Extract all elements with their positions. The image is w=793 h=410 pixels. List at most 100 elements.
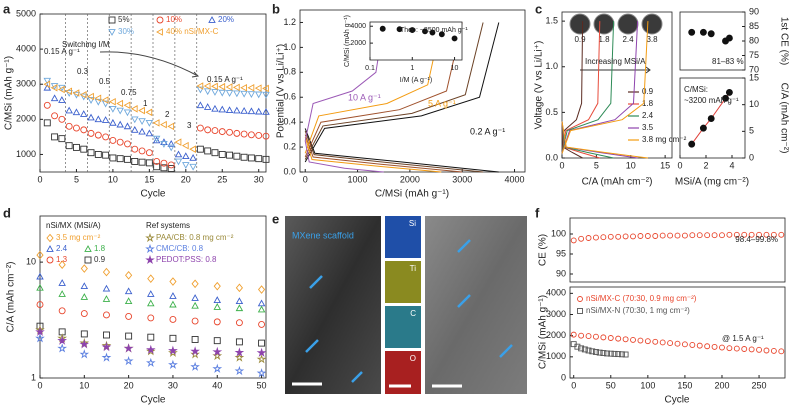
marker (770, 231, 777, 238)
marker (226, 151, 233, 159)
marker (36, 283, 44, 291)
marker (257, 299, 266, 307)
y-tick-label: 0.4 (283, 117, 296, 127)
x-axis-label: Cycle (140, 189, 165, 200)
x-tick-label: 5 (74, 174, 79, 184)
marker (257, 305, 266, 313)
electrode-photo (593, 13, 615, 35)
marker (79, 349, 90, 359)
marker (191, 301, 199, 309)
marker (578, 332, 585, 339)
marker (240, 153, 248, 161)
legend-label: 2.4 (56, 244, 68, 253)
marker (145, 357, 156, 368)
y-axis-label: 1st CE (%) (778, 17, 789, 65)
marker (73, 124, 80, 132)
eds-map (385, 261, 421, 303)
marker (102, 151, 110, 159)
marker (233, 152, 241, 160)
marker (58, 307, 66, 315)
marker (169, 300, 177, 308)
marker (630, 336, 636, 343)
x-axis-label: I/M (A g⁻¹) (400, 77, 432, 84)
x-tick-label: 150 (677, 380, 692, 390)
marker (80, 282, 89, 290)
marker (167, 139, 175, 147)
y-tick-label: 0.2 (283, 141, 296, 151)
y-tick-label: 0 (749, 152, 754, 162)
y-tick-label: 100 (551, 228, 566, 238)
marker (696, 232, 703, 239)
legend-swatch (145, 254, 155, 265)
marker (145, 159, 153, 167)
sem-image (425, 216, 527, 394)
marker (240, 90, 248, 98)
x-axis-label: Cycle (140, 395, 165, 406)
marker (578, 235, 585, 242)
marker (94, 94, 102, 103)
y-tick-label: 4000 (16, 43, 36, 53)
y-axis-label: C/A (mAh cm⁻²) (6, 262, 17, 333)
legend-label: CMC/CB: 0.8 (156, 244, 204, 253)
marker (182, 162, 190, 169)
y-axis-label: Potential (V vs Li/Li⁺) (276, 44, 287, 138)
curve (561, 21, 615, 159)
marker (80, 126, 88, 134)
marker (659, 339, 666, 346)
marker (254, 107, 263, 115)
marker (748, 346, 755, 353)
marker (711, 343, 718, 350)
marker (190, 349, 200, 359)
marker (87, 97, 95, 104)
marker (778, 348, 785, 355)
y-tick-label: 0.0 (545, 152, 558, 162)
y-axis-label: C/MSi (mAh g⁻¹) (538, 295, 549, 369)
marker (204, 126, 212, 134)
x-tick-label: 2000 (400, 174, 420, 184)
plot-area (679, 77, 746, 159)
y-tick-label: 85 (749, 21, 759, 31)
marker (592, 234, 599, 241)
x-tick-label: 3000 (452, 174, 472, 184)
marker (58, 260, 66, 269)
x-tick-label: 4 (729, 160, 734, 170)
marker (585, 235, 592, 241)
marker (103, 331, 110, 339)
legend-label: 1.8 (94, 244, 106, 253)
y-tick-label: 3000 (16, 79, 36, 89)
marker (147, 274, 155, 283)
y-tick-label: 0 (561, 372, 566, 382)
legend-label: 30% (118, 27, 134, 36)
marker (79, 110, 88, 117)
marker (235, 297, 244, 305)
map-label: Ti (410, 264, 417, 273)
marker (182, 152, 190, 160)
marker (570, 237, 577, 244)
panel-letter: b (272, 1, 280, 16)
marker (211, 149, 219, 157)
marker (167, 161, 175, 169)
marker (109, 105, 117, 113)
marker (189, 154, 197, 161)
y-tick-label: 5000 (16, 8, 36, 18)
marker (689, 232, 696, 239)
marker (262, 108, 270, 115)
panel-letter: f (535, 205, 540, 220)
legend-swatch (108, 16, 116, 24)
x-tick-label: 2 (703, 160, 708, 170)
marker (101, 96, 109, 104)
x-axis-label: C/A (mAh cm⁻²) (582, 177, 653, 188)
legend-label: PEDOT:PSS: 0.8 (156, 255, 217, 264)
marker (704, 343, 711, 350)
marker (123, 343, 134, 353)
marker (211, 104, 219, 112)
x-tick-label: 10 (451, 65, 459, 72)
marker (153, 163, 161, 171)
marker (256, 347, 267, 357)
y-axis-label: C/MSi (mAh g⁻¹) (4, 56, 15, 130)
marker (138, 106, 145, 115)
y-tick-label: 0.6 (283, 92, 296, 102)
y-tick-label: 90 (556, 268, 566, 278)
photo-label: 3.8 (646, 35, 658, 44)
x-tick-label: 250 (752, 380, 767, 390)
